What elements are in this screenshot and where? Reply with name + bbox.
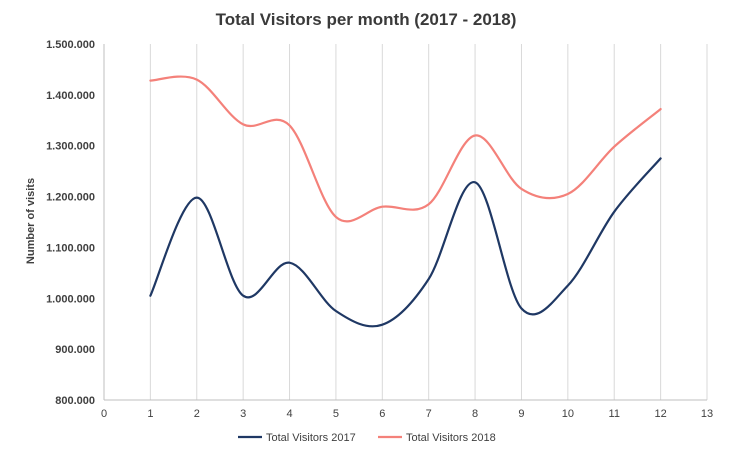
y-tick-label: 1.500.000 (46, 39, 95, 51)
x-tick-label: 11 (609, 408, 620, 420)
y-tick-label: 1.100.000 (46, 242, 95, 254)
grid (149, 44, 708, 400)
series-line-2017 (149, 157, 662, 328)
x-tick-label: 4 (286, 408, 292, 420)
y-tick-label: 900.000 (55, 344, 95, 356)
y-tick-label: 800.000 (55, 395, 95, 407)
x-tick-label: 1 (147, 408, 153, 420)
y-tick-label: 1.200.000 (46, 192, 95, 204)
y-axis-label: Number of visits (25, 178, 37, 264)
y-tick-label: 1.000.000 (46, 293, 95, 305)
x-tick-label: 12 (654, 408, 666, 420)
legend: Total Visitors 2017 Total Visitors 2018 (238, 432, 496, 444)
x-tick-label: 6 (379, 408, 385, 420)
y-tick-label: 1.300.000 (46, 141, 95, 153)
x-tick-label: 8 (472, 408, 478, 420)
x-tick-label: 2 (194, 408, 200, 420)
x-tick-label: 10 (562, 408, 574, 420)
series-line-2018 (149, 75, 662, 223)
x-tick-label: 9 (518, 408, 524, 420)
x-tick-label: 5 (333, 408, 339, 420)
series-lines (149, 75, 662, 328)
x-tick-label: 7 (426, 408, 432, 420)
legend-label: Total Visitors 2017 (266, 432, 356, 444)
chart-title: Total Visitors per month (2017 - 2018) (216, 10, 517, 29)
y-tick-label: 1.400.000 (46, 90, 95, 102)
legend-label: Total Visitors 2018 (406, 432, 496, 444)
x-tick-label: 3 (240, 408, 246, 420)
x-tick-label: 13 (701, 408, 713, 420)
x-tick-label: 0 (101, 408, 107, 420)
axes: 0 1 2 3 4 5 6 7 8 9 10 11 12 13800.000900.0001.000.00… (46, 39, 713, 420)
